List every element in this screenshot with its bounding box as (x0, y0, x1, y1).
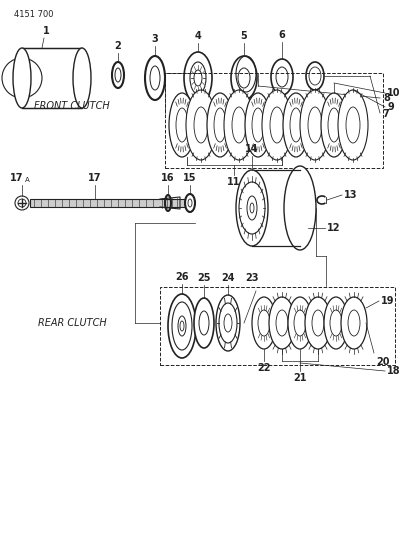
Bar (165, 73, 383, 168)
Ellipse shape (194, 298, 214, 348)
Text: 17: 17 (10, 173, 24, 183)
Ellipse shape (284, 166, 316, 250)
Ellipse shape (262, 90, 292, 160)
Ellipse shape (341, 297, 367, 349)
Text: 24: 24 (221, 273, 235, 283)
Text: A: A (24, 177, 29, 183)
Circle shape (15, 196, 29, 210)
Text: 26: 26 (175, 272, 189, 282)
Text: 23: 23 (245, 273, 259, 283)
Text: FRONT CLUTCH: FRONT CLUTCH (34, 101, 110, 111)
Ellipse shape (288, 297, 312, 349)
Text: 2: 2 (115, 41, 121, 51)
Text: 9: 9 (387, 102, 394, 112)
Text: 4151 700: 4151 700 (14, 10, 53, 19)
Text: 19: 19 (381, 296, 395, 306)
Text: 22: 22 (257, 363, 271, 373)
Text: 14: 14 (245, 144, 259, 154)
Text: 16: 16 (161, 173, 175, 183)
Ellipse shape (224, 90, 254, 160)
Text: 15: 15 (183, 173, 197, 183)
Text: 21: 21 (293, 373, 307, 383)
Ellipse shape (169, 93, 195, 157)
Ellipse shape (216, 295, 240, 351)
Text: 8: 8 (383, 93, 390, 103)
Ellipse shape (207, 93, 233, 157)
Text: 5: 5 (241, 31, 247, 41)
Text: 13: 13 (344, 190, 357, 200)
Ellipse shape (269, 297, 295, 349)
Text: 20: 20 (376, 357, 390, 367)
Ellipse shape (252, 297, 276, 349)
Text: 1: 1 (42, 26, 49, 36)
Text: 7: 7 (382, 109, 389, 119)
Ellipse shape (321, 93, 347, 157)
Ellipse shape (245, 93, 271, 157)
Ellipse shape (283, 93, 309, 157)
Text: 3: 3 (152, 34, 158, 44)
Text: 11: 11 (227, 177, 241, 187)
Text: 17: 17 (88, 173, 102, 183)
Ellipse shape (168, 294, 196, 358)
Bar (30, 199, 185, 207)
Text: 6: 6 (279, 30, 285, 40)
Ellipse shape (324, 297, 348, 349)
Ellipse shape (186, 90, 216, 160)
Ellipse shape (305, 297, 331, 349)
Ellipse shape (338, 90, 368, 160)
Text: 12: 12 (327, 223, 341, 233)
Bar (22, 48, 82, 108)
Ellipse shape (300, 90, 330, 160)
Circle shape (2, 58, 42, 98)
Text: 4: 4 (195, 31, 202, 41)
Ellipse shape (236, 170, 268, 246)
Ellipse shape (73, 48, 91, 108)
Text: 25: 25 (197, 273, 211, 283)
Ellipse shape (13, 48, 31, 108)
Text: 10: 10 (387, 88, 401, 98)
Bar (160, 287, 395, 365)
Text: 18: 18 (387, 366, 401, 376)
Text: REAR CLUTCH: REAR CLUTCH (38, 318, 106, 328)
